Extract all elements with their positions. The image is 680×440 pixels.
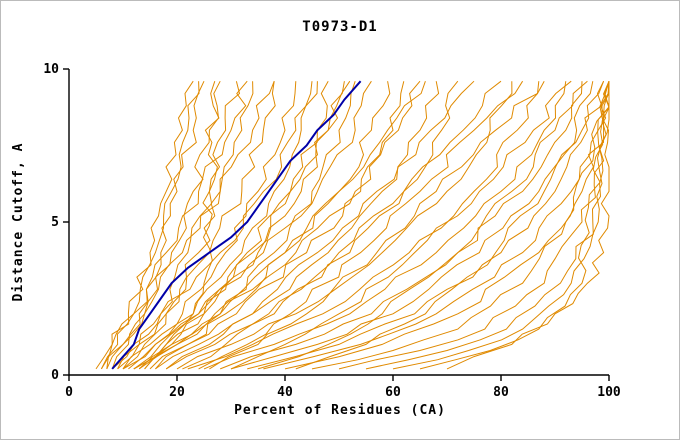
model-curve bbox=[155, 81, 426, 370]
model-curve bbox=[165, 80, 475, 370]
model-curve bbox=[182, 80, 502, 370]
x-tick-label: 60 bbox=[385, 385, 401, 400]
model-curve bbox=[100, 80, 194, 370]
model-curve bbox=[247, 80, 605, 370]
model-curve bbox=[117, 81, 276, 370]
model-curve bbox=[230, 81, 594, 370]
x-tick-label: 0 bbox=[65, 385, 73, 400]
model-curve bbox=[284, 81, 610, 370]
chart-title: T0973-D1 bbox=[302, 19, 378, 35]
y-tick-label: 10 bbox=[43, 62, 59, 77]
x-axis-label: Percent of Residues (CA) bbox=[234, 403, 446, 418]
model-curve bbox=[149, 81, 405, 370]
model-curve bbox=[419, 81, 610, 370]
model-curve bbox=[117, 81, 241, 370]
model-curve bbox=[111, 80, 221, 370]
model-curve bbox=[198, 80, 524, 370]
model-curve bbox=[295, 81, 605, 370]
model-curve bbox=[100, 81, 200, 370]
model-curve bbox=[133, 81, 220, 370]
highlight-curve bbox=[111, 80, 362, 370]
model-curve bbox=[133, 80, 372, 370]
model-curve bbox=[155, 81, 440, 370]
model-curve bbox=[128, 81, 313, 370]
model-curve bbox=[144, 80, 351, 370]
model-curve bbox=[122, 81, 254, 370]
model-curve bbox=[446, 81, 610, 370]
model-curve bbox=[392, 81, 610, 370]
model-curve bbox=[144, 81, 391, 370]
x-tick-label: 100 bbox=[597, 385, 621, 400]
model-curve bbox=[176, 81, 513, 370]
y-tick-label: 0 bbox=[51, 368, 59, 383]
model-curve bbox=[95, 80, 248, 370]
model-curve bbox=[138, 80, 421, 370]
x-tick-label: 40 bbox=[277, 385, 293, 400]
model-curve bbox=[187, 81, 540, 370]
x-tick-label: 20 bbox=[169, 385, 185, 400]
model-curve bbox=[220, 81, 583, 370]
model-curve bbox=[257, 80, 588, 370]
y-axis-label: Distance Cutoff, A bbox=[11, 142, 26, 302]
model-curve bbox=[111, 81, 318, 370]
model-curve bbox=[230, 80, 572, 370]
model-curve bbox=[106, 80, 205, 369]
y-tick-label: 5 bbox=[51, 215, 59, 230]
model-curve bbox=[311, 81, 610, 370]
model-curve bbox=[209, 80, 545, 370]
x-tick-label: 80 bbox=[493, 385, 509, 400]
model-curve bbox=[203, 81, 567, 370]
